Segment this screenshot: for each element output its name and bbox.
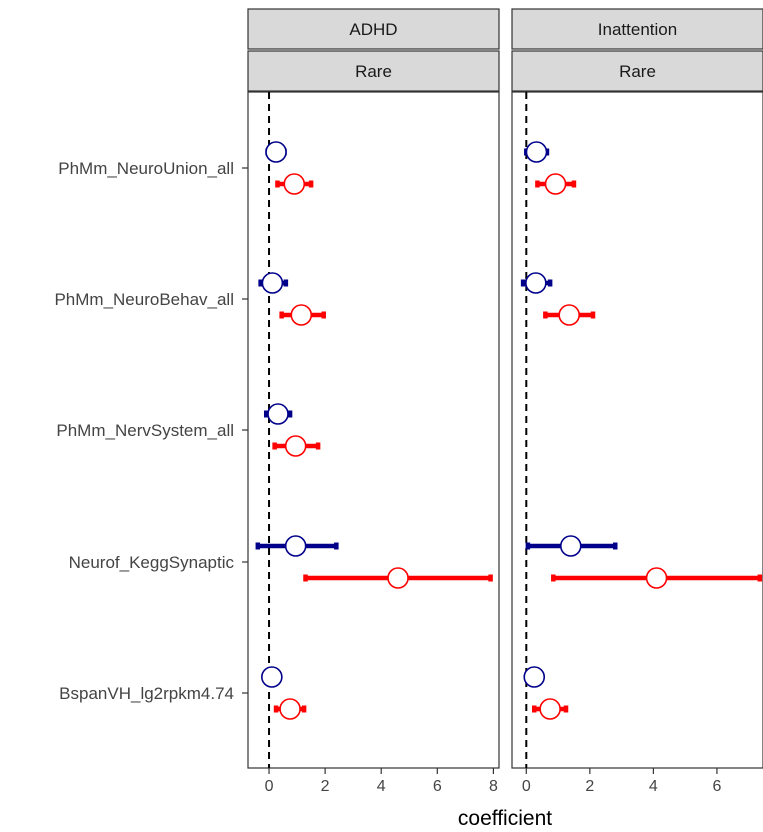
- point-estimate: [523, 666, 546, 688]
- facet-panel: ADHD Rare 0 2 4 6 8: [247, 8, 500, 795]
- estimate-blue: [258, 272, 289, 294]
- point-estimate: [539, 698, 561, 720]
- y-tick-label: BspanVH_lg2rpkm4.74: [59, 684, 234, 703]
- category-labels: PhMm_NeuroUnion_all PhMm_NeuroBehav_all Ph…: [54, 159, 248, 703]
- point-estimate: [261, 666, 283, 688]
- x-tick-label: 4: [649, 778, 658, 795]
- estimate-red: [279, 304, 326, 326]
- facet-strip-outcome: [511, 8, 763, 50]
- y-tick-label: PhMm_NeuroUnion_all: [58, 159, 234, 178]
- x-tick-label: 6: [433, 778, 442, 795]
- point-estimate: [387, 567, 409, 589]
- estimate-blue: [265, 141, 287, 163]
- estimate-red: [272, 435, 321, 457]
- point-estimate: [559, 535, 582, 557]
- x-tick-label: 6: [712, 778, 721, 795]
- estimate-blue: [263, 403, 293, 425]
- point-estimate: [279, 698, 301, 720]
- estimate-blue: [523, 666, 546, 688]
- estimate-blue: [520, 272, 553, 294]
- y-tick-label: PhMm_NervSystem_all: [56, 421, 234, 440]
- point-estimate: [645, 567, 668, 589]
- panels-layer: ADHD Rare 0 2 4 6 8 Inattention Rare 0 2 4 6: [247, 8, 763, 795]
- estimate-blue: [525, 535, 618, 557]
- point-estimate: [267, 403, 289, 425]
- facet-strip-outcome-label: Inattention: [598, 20, 677, 39]
- estimate-blue: [255, 535, 339, 557]
- x-tick-label: 2: [321, 778, 330, 795]
- estimate-red: [531, 698, 569, 720]
- point-estimate: [525, 141, 548, 163]
- estimate-red: [551, 567, 763, 589]
- plot-area: [511, 91, 763, 769]
- facet-panel: Inattention Rare 0 2 4 6: [511, 8, 763, 795]
- facet-strip-variant: [511, 50, 763, 92]
- point-estimate: [284, 435, 307, 457]
- x-tick-label: 8: [489, 778, 498, 795]
- facet-strip-outcome-label: ADHD: [349, 20, 397, 39]
- point-estimate: [283, 173, 306, 195]
- estimate-red: [273, 698, 307, 720]
- x-tick-label: 0: [265, 778, 274, 795]
- facet-strip-outcome: [247, 8, 500, 50]
- facet-strip-variant-label: Rare: [355, 62, 392, 81]
- point-estimate: [261, 272, 284, 294]
- point-estimate: [290, 304, 313, 326]
- x-tick-label: 2: [585, 778, 594, 795]
- point-estimate: [265, 141, 287, 163]
- estimate-blue: [524, 141, 550, 163]
- estimate-red: [275, 173, 314, 195]
- x-tick-label: 4: [377, 778, 386, 795]
- estimate-blue: [261, 666, 283, 688]
- estimate-red: [543, 304, 596, 326]
- estimate-red: [535, 173, 577, 195]
- y-tick-label: PhMm_NeuroBehav_all: [54, 290, 234, 309]
- y-tick-label: Neurof_KeggSynaptic: [69, 553, 235, 572]
- point-estimate: [558, 304, 580, 326]
- facet-strip-variant: [247, 50, 500, 92]
- point-estimate: [284, 535, 307, 557]
- estimate-red: [303, 567, 493, 589]
- x-tick-label: 0: [522, 778, 531, 795]
- plot-area: [247, 91, 500, 769]
- facet-strip-variant-label: Rare: [619, 62, 656, 81]
- point-estimate: [544, 173, 567, 195]
- point-estimate: [525, 272, 547, 294]
- x-axis-title: coefficient: [458, 807, 552, 830]
